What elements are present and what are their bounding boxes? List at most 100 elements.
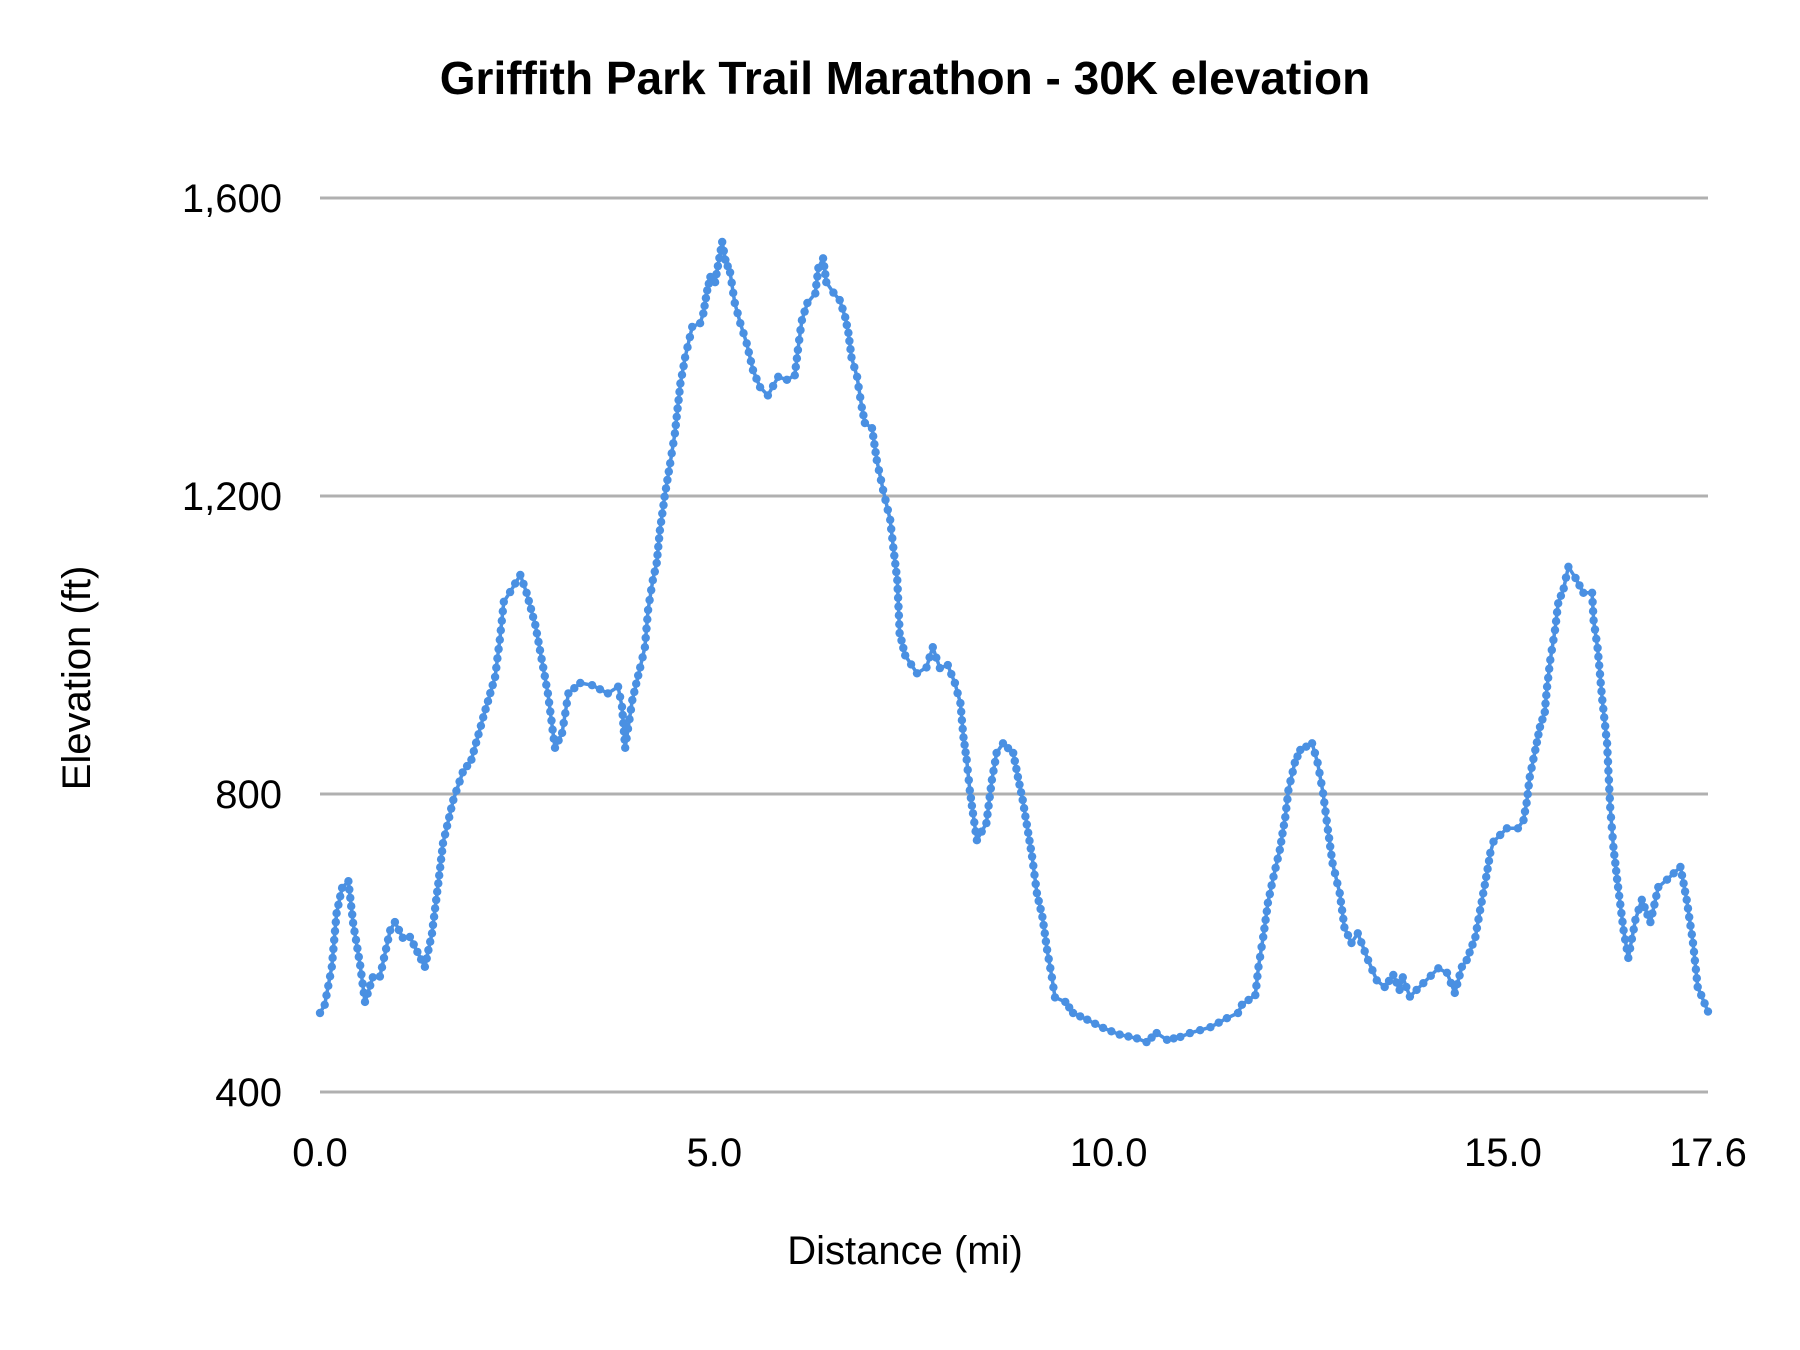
data-point-marker (1554, 599, 1563, 608)
data-point-marker (315, 1008, 325, 1018)
data-point-marker (1617, 908, 1626, 918)
x-tick-label: 10.0 (1070, 1131, 1148, 1175)
data-point-marker (854, 382, 863, 392)
data-point-marker (1426, 971, 1436, 980)
data-point-marker (498, 607, 507, 616)
data-point-marker (842, 320, 851, 330)
data-point-marker (688, 322, 697, 332)
data-point-marker (350, 927, 359, 936)
data-point-marker (674, 395, 683, 405)
data-point-marker (519, 579, 528, 589)
data-point-marker (1214, 1018, 1223, 1027)
data-point-marker (409, 940, 418, 949)
data-point-marker (328, 953, 337, 963)
data-point-marker (677, 370, 687, 379)
data-point-marker (1339, 914, 1348, 923)
data-point-marker (1009, 748, 1018, 758)
data-point-marker (564, 689, 573, 698)
data-point-marker (893, 576, 902, 585)
data-point-marker (1254, 962, 1263, 971)
data-point-marker (1531, 745, 1540, 755)
data-point-marker (1293, 752, 1302, 761)
data-point-marker (437, 847, 447, 856)
data-point-marker (846, 345, 855, 354)
data-point-marker (669, 439, 678, 448)
data-point-marker (1023, 828, 1033, 837)
data-point-marker (1532, 738, 1542, 747)
data-point-marker (331, 917, 340, 927)
data-point-marker (1595, 661, 1604, 670)
data-point-marker (325, 972, 335, 981)
data-point-marker (348, 910, 357, 919)
data-point-marker (1031, 879, 1040, 889)
data-point-marker (1335, 888, 1344, 898)
data-point-marker (398, 933, 407, 942)
data-point-marker (462, 761, 472, 771)
data-point-marker (719, 246, 728, 256)
data-point-marker (1322, 816, 1331, 825)
data-point-marker (640, 643, 650, 652)
data-point-marker (436, 855, 446, 864)
data-point-marker (1588, 597, 1597, 607)
data-point-marker (1380, 982, 1389, 992)
data-point-marker (1601, 721, 1610, 731)
data-point-marker (1176, 1032, 1185, 1042)
data-point-marker (793, 345, 803, 355)
data-point-marker (1480, 880, 1490, 890)
data-point-marker (1083, 1015, 1092, 1024)
data-point-marker (1538, 715, 1547, 724)
data-point-marker (547, 716, 556, 725)
data-point-marker (850, 362, 859, 372)
data-point-marker (1169, 1034, 1178, 1043)
data-point-marker (1068, 1008, 1078, 1018)
data-point-marker (354, 952, 363, 962)
data-point-marker (1040, 929, 1050, 938)
data-point-marker (1600, 713, 1609, 722)
data-point-marker (1489, 837, 1498, 846)
data-point-marker (1482, 872, 1491, 882)
data-point-marker (363, 989, 372, 998)
data-point-marker (1685, 912, 1694, 922)
data-point-marker (1457, 962, 1467, 971)
chart-title: Griffith Park Trail Marathon - 30K eleva… (440, 52, 1370, 104)
data-point-marker (561, 709, 570, 718)
data-point-marker (774, 372, 783, 381)
data-point-marker (667, 449, 676, 458)
data-point-marker (440, 830, 450, 839)
data-point-marker (427, 929, 437, 938)
data-point-marker (433, 887, 442, 896)
data-point-marker (1545, 664, 1554, 673)
data-point-marker (739, 329, 748, 338)
data-point-marker (1038, 912, 1047, 922)
data-point-marker (1016, 788, 1026, 797)
data-point-marker (736, 319, 745, 328)
data-point-marker (1525, 772, 1535, 782)
data-point-marker (1446, 978, 1456, 988)
data-point-marker (892, 567, 901, 577)
data-point-marker (1022, 820, 1031, 829)
data-point-marker (1599, 704, 1608, 713)
data-point-marker (1450, 988, 1460, 998)
data-point-marker (344, 877, 353, 886)
data-point-marker (1284, 786, 1293, 795)
data-point-marker (1012, 764, 1021, 774)
data-point-marker (820, 262, 829, 271)
data-point-marker (655, 526, 665, 535)
data-point-marker (1389, 970, 1398, 980)
data-point-marker (645, 595, 654, 605)
data-point-marker (1619, 926, 1628, 935)
data-point-marker (1676, 862, 1685, 872)
data-point-marker (1327, 850, 1336, 860)
data-point-marker (1206, 1022, 1215, 1032)
data-point-marker (546, 707, 555, 716)
data-point-marker (1604, 775, 1614, 785)
data-point-marker (895, 620, 904, 629)
data-point-marker (666, 459, 675, 468)
data-point-marker (1571, 573, 1580, 583)
data-point-marker (1618, 917, 1627, 926)
data-point-marker (329, 944, 338, 954)
data-point-marker (1690, 956, 1700, 965)
data-point-marker (1047, 973, 1057, 982)
data-point-marker (1330, 869, 1340, 878)
data-point-marker (844, 328, 853, 337)
